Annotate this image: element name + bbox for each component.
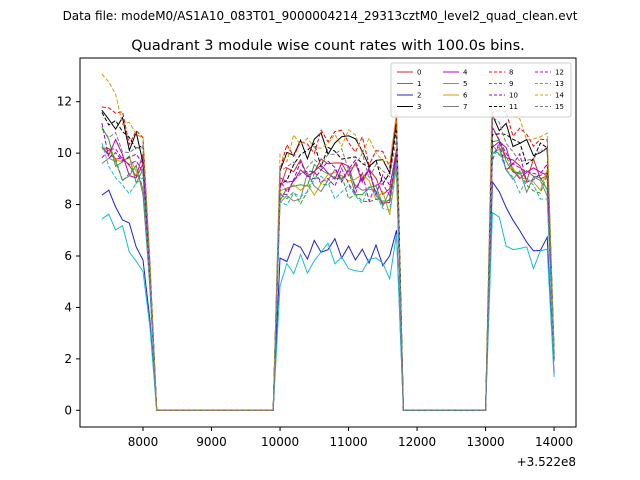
axes-layer: 8000 9000 10000 11000 12000 13000 14000 0 2 4 6 8 10…	[57, 95, 573, 449]
legend-label-9: 9	[509, 80, 513, 88]
legend-label-6: 6	[463, 92, 468, 100]
x-tick-label: 8000	[128, 435, 159, 449]
plot-frame	[79, 57, 577, 428]
x-tick-label: 10000	[261, 435, 299, 449]
legend-label-4: 4	[463, 69, 468, 77]
chart-suptitle: Data file: modeM0/AS1A10_083T01_90000042…	[63, 9, 578, 23]
legend-label-15: 15	[555, 103, 564, 111]
x-tick-label: 12000	[398, 435, 436, 449]
legend-label-0: 0	[417, 69, 421, 77]
legend-label-3: 3	[417, 103, 421, 111]
legend-label-13: 13	[555, 80, 564, 88]
x-tick-label: 14000	[535, 435, 573, 449]
x-axis-offset-label: +3.522e8	[517, 455, 576, 469]
y-tick-label: 10	[57, 146, 72, 160]
chart-title: Quadrant 3 module wise count rates with …	[131, 38, 525, 54]
legend-label-2: 2	[417, 92, 421, 100]
x-tick-label: 11000	[329, 435, 367, 449]
legend-label-8: 8	[509, 69, 513, 77]
legend-label-7: 7	[463, 103, 467, 111]
legend-label-5: 5	[463, 80, 467, 88]
x-tick-label: 9000	[196, 435, 227, 449]
y-tick-label: 2	[64, 352, 72, 366]
y-tick-label: 12	[57, 95, 72, 109]
x-tick-label: 13000	[466, 435, 504, 449]
series-layer	[101, 73, 555, 411]
series-line-15	[101, 116, 555, 411]
y-tick-label: 0	[64, 403, 72, 417]
y-tick-label: 6	[64, 249, 72, 263]
legend-label-12: 12	[555, 69, 564, 77]
legend-box	[390, 62, 572, 118]
legend-label-10: 10	[509, 92, 518, 100]
legend-label-11: 11	[509, 103, 518, 111]
y-tick-label: 4	[64, 300, 72, 314]
y-tick-label: 8	[64, 198, 72, 212]
legend-label-14: 14	[555, 92, 564, 100]
legend-label-1: 1	[417, 80, 421, 88]
